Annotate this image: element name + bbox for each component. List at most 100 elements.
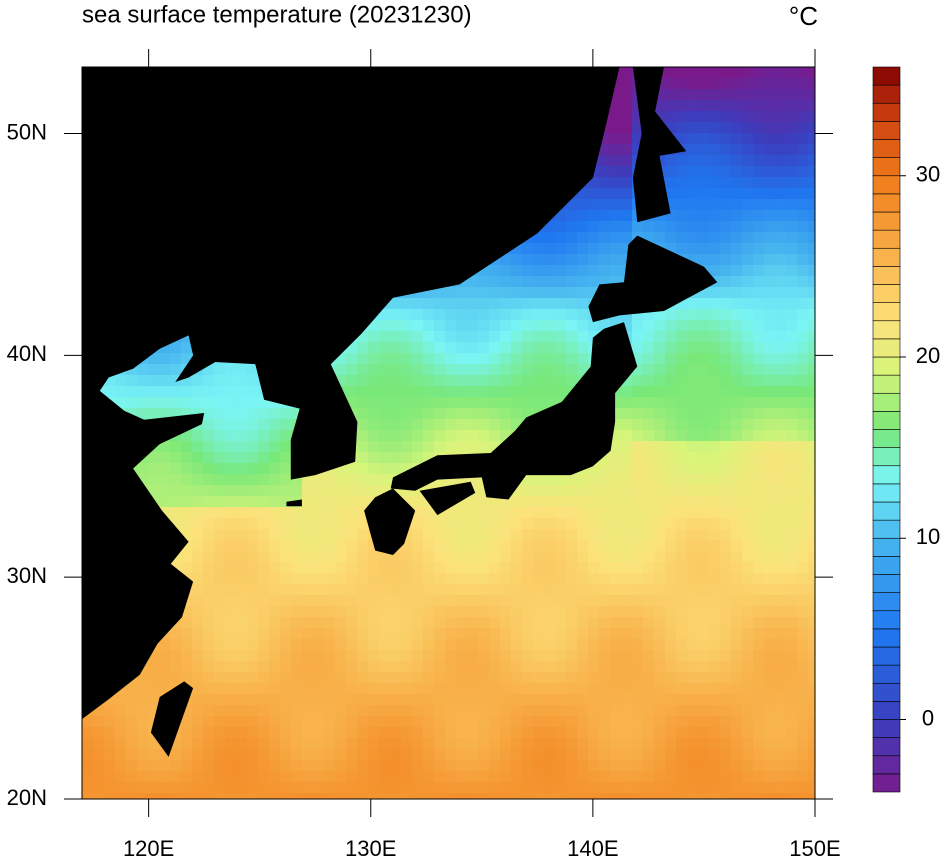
sst-cell	[214, 738, 226, 750]
sst-cell	[764, 144, 776, 156]
sst-cell	[742, 375, 754, 387]
sst-cell	[764, 771, 776, 783]
sst-cell	[445, 507, 457, 519]
sst-cell	[533, 584, 545, 596]
sst-cell	[621, 221, 633, 233]
sst-cell	[412, 551, 424, 563]
sst-cell	[555, 771, 567, 783]
sst-cell	[753, 573, 765, 585]
sst-cell	[643, 309, 655, 321]
sst-cell	[401, 331, 413, 343]
sst-cell	[753, 595, 765, 607]
colorbar-band	[872, 266, 901, 285]
sst-cell	[423, 617, 435, 629]
sst-cell	[159, 507, 171, 519]
sst-cell	[676, 716, 688, 728]
sst-cell	[731, 144, 743, 156]
sst-cell	[401, 705, 413, 717]
sst-cell	[533, 606, 545, 618]
sst-cell	[709, 188, 721, 200]
sst-cell	[665, 496, 677, 508]
sst-cell	[456, 342, 468, 354]
sst-cell	[302, 474, 314, 486]
sst-cell	[621, 100, 633, 112]
sst-cell	[808, 188, 815, 200]
sst-cell	[797, 309, 809, 321]
sst-cell	[764, 573, 776, 585]
sst-cell	[742, 364, 754, 376]
sst-cell	[599, 474, 611, 486]
sst-cell	[764, 782, 776, 794]
sst-cell	[621, 573, 633, 585]
sst-cell	[357, 793, 369, 799]
sst-cell	[764, 408, 776, 420]
sst-cell	[676, 540, 688, 552]
sst-cell	[423, 353, 435, 365]
sst-cell	[357, 749, 369, 761]
sst-cell	[445, 309, 457, 321]
sst-cell	[742, 584, 754, 596]
sst-cell	[302, 793, 314, 799]
sst-cell	[467, 364, 479, 376]
sst-cell	[324, 573, 336, 585]
sst-cell	[346, 573, 358, 585]
sst-cell	[478, 529, 490, 541]
sst-cell	[302, 562, 314, 574]
sst-cell	[698, 100, 710, 112]
sst-cell	[676, 386, 688, 398]
sst-cell	[566, 562, 578, 574]
sst-cell	[269, 463, 281, 475]
sst-cell	[786, 738, 798, 750]
sst-cell	[610, 441, 622, 453]
sst-cell	[269, 639, 281, 651]
sst-cell	[643, 650, 655, 662]
sst-cell	[500, 287, 512, 299]
sst-cell	[379, 353, 391, 365]
sst-cell	[269, 672, 281, 684]
sst-cell	[236, 463, 248, 475]
sst-cell	[687, 111, 699, 123]
sst-cell	[709, 287, 721, 299]
sst-cell	[566, 320, 578, 332]
sst-cell	[434, 529, 446, 541]
sst-cell	[786, 573, 798, 585]
colorbar-band	[872, 338, 901, 358]
sst-cell	[522, 694, 534, 706]
sst-cell	[588, 265, 600, 277]
sst-cell	[280, 793, 292, 799]
sst-cell	[632, 540, 644, 552]
sst-cell	[764, 100, 776, 112]
sst-cell	[412, 606, 424, 618]
sst-cell	[236, 507, 248, 519]
sst-cell	[533, 595, 545, 607]
sst-cell	[577, 309, 589, 321]
sst-cell	[555, 738, 567, 750]
sst-cell	[797, 474, 809, 486]
sst-cell	[753, 309, 765, 321]
sst-cell	[665, 771, 677, 783]
sst-cell	[247, 584, 259, 596]
sst-cell	[511, 540, 523, 552]
sst-cell	[742, 452, 754, 464]
sst-cell	[786, 331, 798, 343]
sst-cell	[500, 617, 512, 629]
sst-cell	[192, 386, 204, 398]
sst-cell	[445, 375, 457, 387]
sst-cell	[269, 573, 281, 585]
sst-cell	[346, 353, 358, 365]
sst-cell	[192, 760, 204, 772]
sst-cell	[742, 155, 754, 167]
sst-cell	[214, 694, 226, 706]
sst-cell	[599, 738, 611, 750]
sst-cell	[346, 716, 358, 728]
sst-cell	[412, 661, 424, 673]
sst-cell	[522, 496, 534, 508]
sst-cell	[643, 551, 655, 563]
sst-cell	[335, 617, 347, 629]
sst-cell	[632, 342, 644, 354]
sst-cell	[291, 595, 303, 607]
colorbar-tick-label: 0	[922, 705, 934, 730]
sst-cell	[654, 716, 666, 728]
sst-cell	[181, 760, 193, 772]
